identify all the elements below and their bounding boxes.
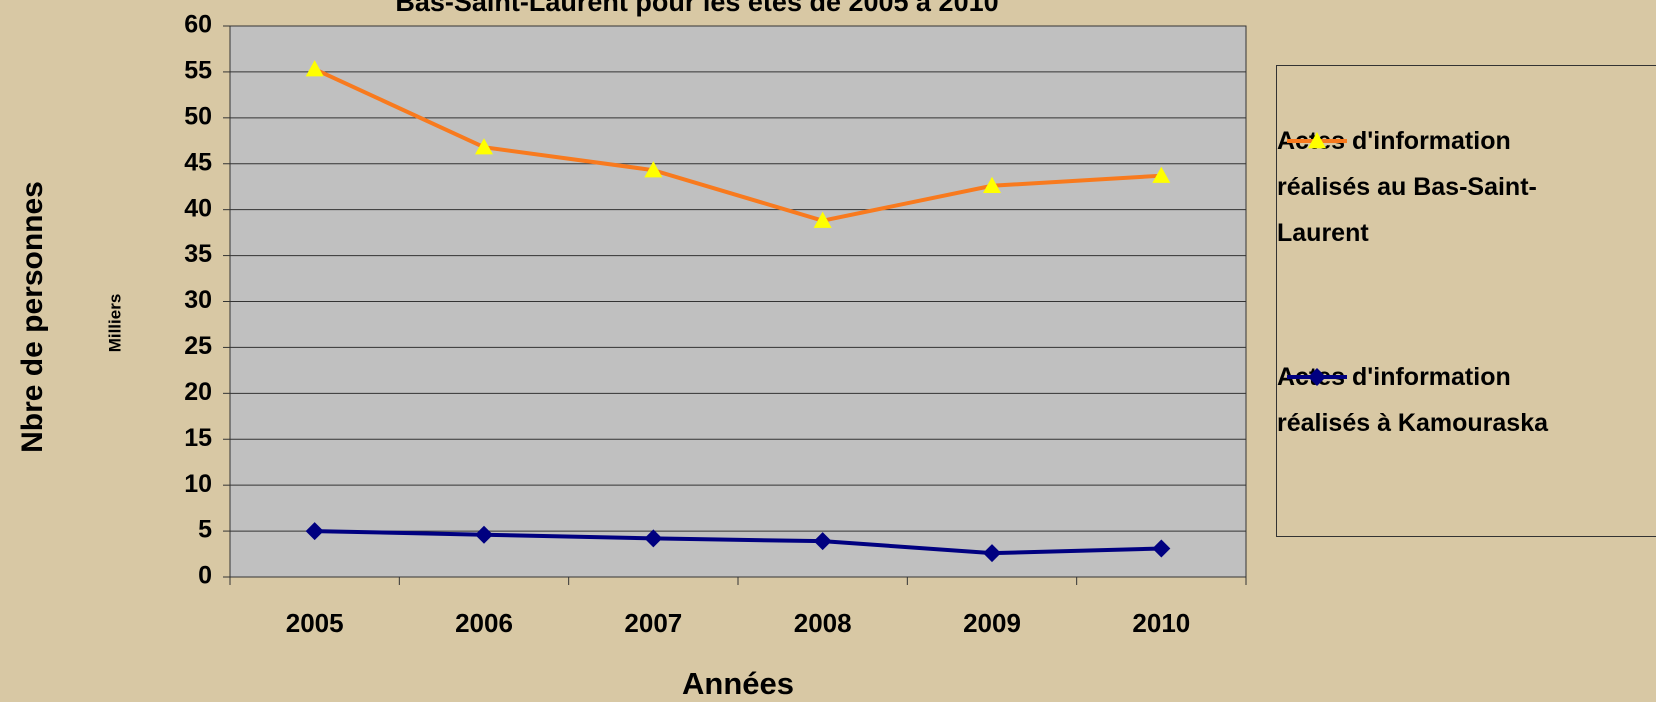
marker bbox=[305, 522, 324, 541]
x-tick-label: 2007 bbox=[624, 608, 682, 638]
marker bbox=[983, 544, 1001, 563]
y-tick-label: 15 bbox=[184, 424, 212, 452]
x-tick-label: 2008 bbox=[794, 608, 852, 638]
legend-label: Actes d'information réalisés au Bas-Sain… bbox=[1277, 127, 1537, 247]
y-tick-label: 50 bbox=[184, 102, 212, 130]
legend-label: Actes d'information réalisés à Kamourask… bbox=[1277, 363, 1549, 437]
legend-symbol bbox=[1287, 368, 1347, 386]
x-axis-title: Années bbox=[682, 666, 794, 701]
y-tick-label: 20 bbox=[184, 378, 212, 406]
y-tick-label: 35 bbox=[184, 240, 212, 268]
marker bbox=[1308, 132, 1326, 149]
marker bbox=[644, 161, 663, 178]
line-series bbox=[314, 529, 1162, 556]
y-tick-label: 5 bbox=[198, 516, 212, 544]
x-tick-label: 2005 bbox=[286, 608, 344, 638]
marker bbox=[1308, 368, 1326, 386]
legend: Actes d'information réalisés au Bas-Sain… bbox=[1276, 65, 1656, 537]
marker bbox=[813, 532, 832, 551]
y-tick-label: 40 bbox=[184, 194, 212, 222]
y-tick-label: 45 bbox=[184, 148, 212, 176]
marker bbox=[305, 60, 324, 77]
y-axis-title: Nbre de personnes bbox=[16, 181, 49, 453]
marker bbox=[1152, 166, 1171, 183]
marker bbox=[475, 525, 493, 544]
x-tick-label: 2006 bbox=[455, 608, 513, 638]
marker bbox=[813, 211, 832, 228]
legend-item: Actes d'information réalisés au Bas-Sain… bbox=[1277, 118, 1577, 256]
y-unit: Milliers bbox=[105, 294, 124, 353]
marker bbox=[1152, 539, 1171, 558]
y-tick-label: 25 bbox=[184, 332, 212, 360]
chart-title: Bas-Saint-Laurent pour les étés de 2005 … bbox=[395, 0, 998, 17]
marker bbox=[475, 138, 493, 155]
legend-symbol bbox=[1287, 132, 1347, 149]
x-tick-label: 2009 bbox=[963, 608, 1021, 638]
x-tick-label: 2010 bbox=[1132, 608, 1190, 638]
y-tick-label: 60 bbox=[184, 11, 212, 39]
y-tick-label: 55 bbox=[184, 57, 212, 85]
marker bbox=[644, 529, 663, 548]
y-tick-label: 30 bbox=[184, 286, 212, 314]
marker bbox=[983, 176, 1001, 193]
line-series bbox=[313, 67, 1162, 223]
y-tick-label: 0 bbox=[198, 562, 212, 590]
legend-item: Actes d'information réalisés à Kamourask… bbox=[1277, 354, 1577, 446]
y-tick-label: 10 bbox=[184, 470, 212, 498]
